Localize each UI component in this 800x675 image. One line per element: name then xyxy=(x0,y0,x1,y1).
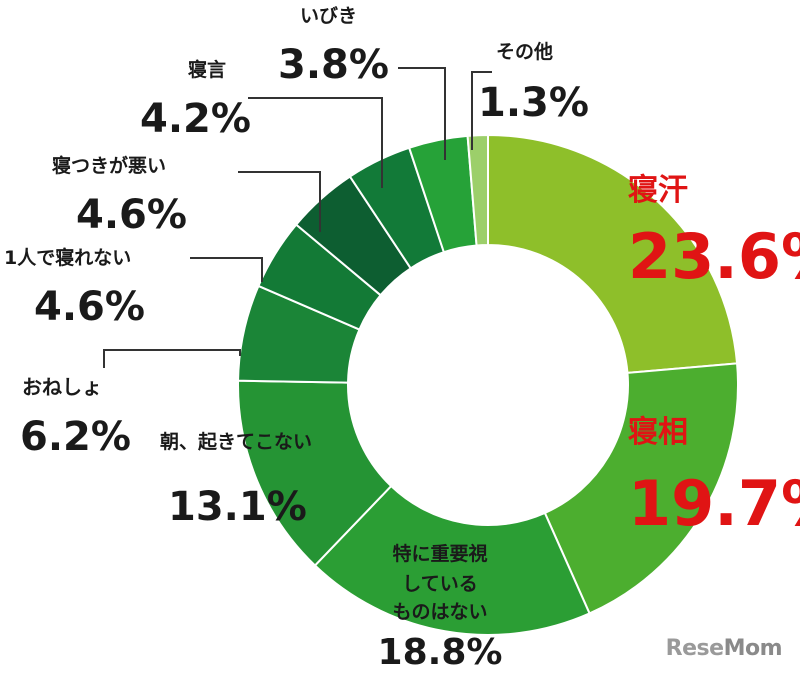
category-label-8: いびき xyxy=(300,5,357,27)
leader-line-8 xyxy=(398,67,446,160)
value-label-6: 4.6% xyxy=(76,192,187,238)
leader-line-5 xyxy=(190,257,263,282)
category-label-0: 寝汗 xyxy=(628,173,688,208)
slice-0 xyxy=(487,133,739,374)
category-label-4: おねしょ xyxy=(22,375,102,399)
leader-line-7 xyxy=(248,97,383,188)
value-label-3: 13.1% xyxy=(168,484,307,530)
category-label-2: 特に重要視 xyxy=(392,542,487,565)
value-label-9: 1.3% xyxy=(478,80,589,126)
category-label-6: 寝つきが悪い xyxy=(52,154,166,177)
slice-9 xyxy=(466,133,489,247)
category-label-9: その他 xyxy=(496,40,553,63)
slice-2 xyxy=(313,484,591,636)
value-label-0: 23.6% xyxy=(628,220,800,293)
slice-1 xyxy=(543,362,739,615)
leader-line-4 xyxy=(103,349,241,368)
category-label-7: 寝言 xyxy=(188,58,226,81)
value-label-5: 4.6% xyxy=(34,284,145,330)
category-label-1: 寝相 xyxy=(628,415,688,450)
value-label-1: 19.7% xyxy=(628,467,800,540)
category-label-2: している xyxy=(402,573,477,595)
category-label-3: 朝、起きてこない xyxy=(160,431,312,453)
value-label-4: 6.2% xyxy=(20,414,131,460)
value-label-8: 3.8% xyxy=(278,42,389,88)
resemom-logo: ReseMom xyxy=(665,636,783,661)
value-label-7: 4.2% xyxy=(140,96,251,142)
category-label-5: 1人で寝れない xyxy=(4,246,131,269)
leader-line-6 xyxy=(238,171,321,232)
category-label-2: ものはない xyxy=(392,601,487,623)
leader-line-9 xyxy=(471,71,492,150)
value-label-2: 18.8% xyxy=(378,632,503,673)
